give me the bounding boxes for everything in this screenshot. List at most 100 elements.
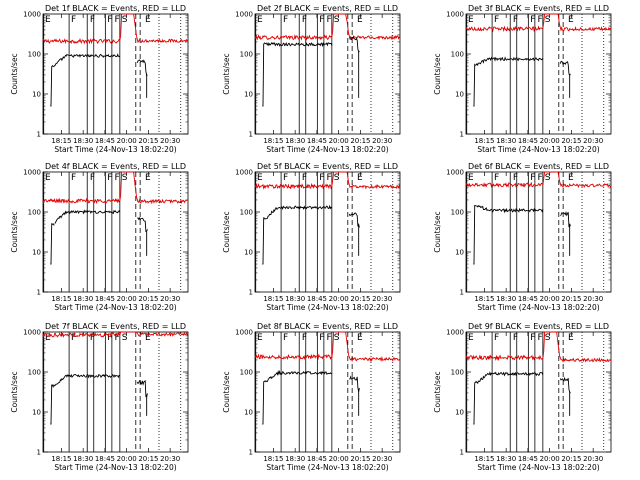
x-tick-label: 20:00 xyxy=(540,295,560,303)
phase-flag-label: E xyxy=(568,15,574,25)
phase-flag-label: E xyxy=(357,173,363,183)
phase-flag-label: E xyxy=(257,333,263,343)
phase-flag-label: F xyxy=(71,173,76,183)
events-series-line xyxy=(262,217,267,265)
panel-title: Det 7f BLACK = Events, RED = LLD xyxy=(45,322,186,331)
x-axis-label: Start Time (24-Nov-13 18:02:20) xyxy=(54,145,176,154)
phase-flag-label: E xyxy=(45,333,51,343)
phase-flag-label: F xyxy=(90,333,95,343)
plot-frame xyxy=(465,331,612,453)
x-tick-label: 18:30 xyxy=(496,137,516,145)
phase-flag-label: F xyxy=(71,15,76,25)
lld-series-line xyxy=(254,171,401,190)
x-tick-label: 20:00 xyxy=(117,295,137,303)
x-tick-label: 18:30 xyxy=(73,137,93,145)
events-series-line xyxy=(266,41,333,48)
phase-flag-label: E xyxy=(45,15,51,25)
x-tick-label: 18:15 xyxy=(51,295,71,303)
x-tick-label: 18:15 xyxy=(474,295,494,303)
y-tick-label: 10 xyxy=(455,91,464,99)
phase-flag-label: F xyxy=(319,15,324,25)
y-tick-label: 10 xyxy=(244,249,253,257)
y-tick-label: 1000 xyxy=(446,169,464,177)
y-tick-label: 1 xyxy=(249,289,253,297)
y-tick-label: 10 xyxy=(32,249,41,257)
x-tick-label: 20:00 xyxy=(117,455,137,463)
panel-9: Det 9f BLACK = Events, RED = LLD 1 10 100 10… xyxy=(433,322,612,472)
x-tick-label: 18:15 xyxy=(51,455,71,463)
phase-flag-label: F xyxy=(283,333,288,343)
events-series-line xyxy=(349,375,360,392)
events-series-line xyxy=(262,42,267,107)
x-tick-label: 20:00 xyxy=(329,137,349,145)
panel-8: Det 8f BLACK = Events, RED = LLD 1 10 100 10… xyxy=(222,322,401,472)
lld-series-line xyxy=(465,171,612,189)
y-tick-label: 100 xyxy=(240,51,253,59)
y-tick-label: 1000 xyxy=(446,11,464,19)
x-tick-label: 18:45 xyxy=(518,455,538,463)
x-tick-label: 18:45 xyxy=(307,137,327,145)
phase-flag-label: F xyxy=(115,15,120,25)
x-axis-label: Start Time (24-Nov-13 18:02:20) xyxy=(266,303,388,312)
x-tick-label: 20:30 xyxy=(583,295,603,303)
x-tick-label: 18:30 xyxy=(73,295,93,303)
panel-2: Det 2f BLACK = Events, RED = LLD 1 10 100 10… xyxy=(222,4,401,154)
plot-frame xyxy=(42,331,189,453)
phase-flag-label: F xyxy=(283,173,288,183)
x-tick-label: 20:30 xyxy=(372,295,392,303)
phase-flag-label: S xyxy=(122,333,128,343)
events-series-line xyxy=(54,209,121,224)
x-axis-label: Start Time (24-Nov-13 18:02:20) xyxy=(266,463,388,472)
y-tick-label: 100 xyxy=(240,209,253,217)
lld-series-line xyxy=(254,13,401,41)
events-series-line xyxy=(473,62,479,107)
phase-flag-label: F xyxy=(302,15,307,25)
y-tick-label: 10 xyxy=(244,91,253,99)
y-tick-label: 1000 xyxy=(23,329,41,337)
y-axis-label: Counts/sec xyxy=(433,371,442,412)
x-tick-label: 20:30 xyxy=(160,137,180,145)
phase-flag-label: F xyxy=(115,333,120,343)
phase-flag-label: E xyxy=(145,333,151,343)
y-tick-label: 1 xyxy=(249,449,253,457)
panel-5: Det 5f BLACK = Events, RED = LLD 1 10 100 10… xyxy=(222,162,401,312)
plot-frame xyxy=(465,13,612,135)
phase-flag-label: F xyxy=(513,15,518,25)
x-tick-label: 20:00 xyxy=(329,295,349,303)
phase-flag-label: E xyxy=(145,15,151,25)
phase-flag-label: F xyxy=(513,173,518,183)
panel-title: Det 8f BLACK = Events, RED = LLD xyxy=(257,322,398,331)
x-tick-label: 20:30 xyxy=(372,137,392,145)
y-tick-label: 10 xyxy=(244,409,253,417)
x-tick-label: 18:15 xyxy=(51,137,71,145)
y-tick-label: 100 xyxy=(240,369,253,377)
y-tick-label: 10 xyxy=(32,91,41,99)
x-axis-label: Start Time (24-Nov-13 18:02:20) xyxy=(477,145,599,154)
phase-flag-label: F xyxy=(494,173,499,183)
phase-flag-label: F xyxy=(494,333,499,343)
x-tick-label: 18:30 xyxy=(285,455,305,463)
phase-flag-label: F xyxy=(107,333,112,343)
x-tick-label: 20:15 xyxy=(138,295,158,303)
x-tick-label: 18:45 xyxy=(518,137,538,145)
phase-flag-label: F xyxy=(538,15,543,25)
events-series-line xyxy=(50,222,55,265)
x-tick-label: 20:15 xyxy=(561,137,581,145)
events-series-line xyxy=(473,380,478,425)
events-series-line xyxy=(477,371,544,384)
y-tick-label: 1 xyxy=(249,131,253,139)
panel-title: Det 3f BLACK = Events, RED = LLD xyxy=(468,4,609,13)
panel-4: Det 4f BLACK = Events, RED = LLD 1 10 100 10… xyxy=(10,162,189,312)
phase-flag-label: S xyxy=(334,15,340,25)
events-series-line xyxy=(473,204,478,265)
phase-flag-label: F xyxy=(513,333,518,343)
phase-flag-label: F xyxy=(319,173,324,183)
events-series-line xyxy=(349,36,360,53)
phase-flag-label: E xyxy=(145,173,151,183)
x-tick-label: 18:30 xyxy=(285,137,305,145)
panel-title: Det 4f BLACK = Events, RED = LLD xyxy=(45,162,186,171)
plot-frame xyxy=(465,171,612,293)
phase-flag-label: F xyxy=(90,173,95,183)
plot-frame xyxy=(254,13,401,135)
x-tick-label: 20:30 xyxy=(583,455,603,463)
